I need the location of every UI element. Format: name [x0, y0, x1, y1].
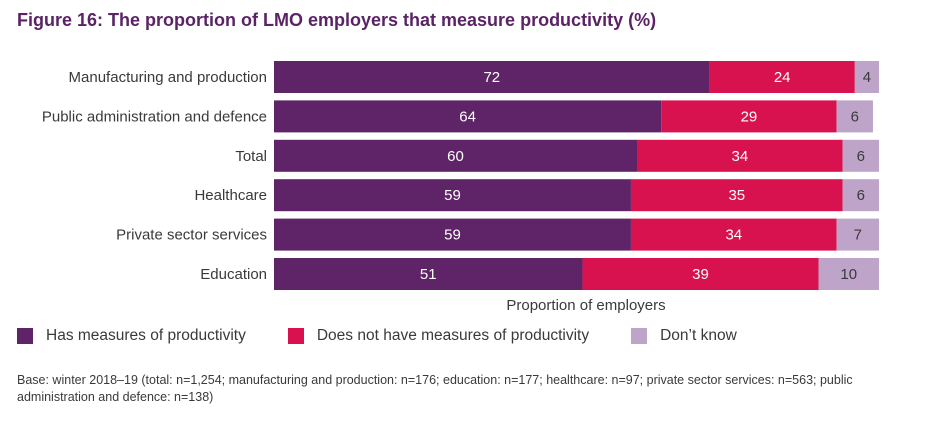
bar-segment-don-t-know-public-administration-and-defence	[836, 100, 873, 133]
stacked-bar-chart: Manufacturing and production 72 24 4 Public …	[42, 61, 879, 314]
category-label-education: Education	[200, 266, 267, 283]
data-label-don-t-know-total: 6	[857, 148, 865, 165]
bar-segment-has-measures-of-productivity-total	[274, 139, 637, 172]
bar-segment-does-not-have-measures-of-productivity-total	[637, 139, 843, 172]
category-label-healthcare: Healthcare	[194, 187, 267, 204]
bar-segment-don-t-know-private-sector-services	[836, 218, 879, 251]
legend-swatch-dont-know	[631, 328, 648, 344]
data-label-does-not-have-measures-of-productivity-private-sector-services: 34	[725, 227, 742, 244]
bar-segment-has-measures-of-productivity-manufacturing-and-production	[274, 61, 710, 93]
data-label-has-measures-of-productivity-manufacturing-and-production: 72	[483, 69, 500, 86]
bar-segment-has-measures-of-productivity-healthcare	[274, 179, 631, 212]
bar-segment-does-not-have-measures-of-productivity-private-sector-services	[630, 218, 837, 251]
data-label-don-t-know-manufacturing-and-production: 4	[863, 69, 871, 86]
data-label-has-measures-of-productivity-public-administration-and-defence: 64	[459, 108, 476, 125]
chart-title: Figure 16: The proportion of LMO employe…	[17, 10, 657, 30]
bar-segment-don-t-know-total	[842, 139, 879, 172]
footnote: Base: winter 2018–19 (total: n=1,254; ma…	[17, 373, 853, 404]
legend-swatch-has-measures	[17, 328, 33, 344]
bars-group: Manufacturing and production 72 24 4 Public …	[42, 61, 879, 290]
legend-item-dont-know: Don’t know	[631, 327, 737, 345]
legend-label-dont-know: Don’t know	[660, 327, 737, 344]
data-label-has-measures-of-productivity-total: 60	[447, 148, 464, 165]
data-label-don-t-know-education: 10	[840, 266, 857, 283]
bar-segment-don-t-know-manufacturing-and-production	[854, 61, 879, 93]
legend: Has measures of productivity Does not ha…	[17, 327, 779, 345]
data-label-has-measures-of-productivity-private-sector-services: 59	[444, 227, 461, 244]
data-label-does-not-have-measures-of-productivity-healthcare: 35	[728, 187, 745, 204]
category-label-private-sector-services: Private sector services	[116, 227, 267, 244]
data-label-don-t-know-public-administration-and-defence: 6	[851, 108, 859, 125]
legend-swatch-no-measures	[287, 328, 304, 344]
legend-label-no-measures: Does not have measures of productivity	[316, 327, 590, 344]
legend-item-no-measures: Does not have measures of productivity	[287, 327, 590, 345]
data-label-don-t-know-private-sector-services: 7	[854, 227, 862, 244]
bar-segment-don-t-know-healthcare	[842, 179, 879, 212]
x-axis-title: Proportion of employers	[506, 297, 665, 314]
data-label-does-not-have-measures-of-productivity-manufacturing-and-production: 24	[774, 69, 791, 86]
data-label-has-measures-of-productivity-healthcare: 59	[444, 187, 461, 204]
legend-label-has-measures: Has measures of productivity	[46, 327, 246, 344]
data-label-does-not-have-measures-of-productivity-education: 39	[692, 266, 709, 283]
bar-segment-does-not-have-measures-of-productivity-public-administration-and-defence	[661, 100, 837, 133]
bar-segment-does-not-have-measures-of-productivity-education	[582, 258, 819, 290]
category-label-public-administration-and-defence: Public administration and defence	[42, 108, 267, 125]
bar-segment-don-t-know-education	[818, 258, 879, 290]
bar-segment-does-not-have-measures-of-productivity-healthcare	[630, 179, 843, 212]
bar-segment-has-measures-of-productivity-education	[274, 258, 583, 290]
category-label-manufacturing-and-production: Manufacturing and production	[69, 69, 267, 86]
data-label-has-measures-of-productivity-education: 51	[420, 266, 437, 283]
data-label-does-not-have-measures-of-productivity-public-administration-and-defence: 29	[741, 108, 758, 125]
bar-segment-does-not-have-measures-of-productivity-manufacturing-and-production	[709, 61, 855, 93]
data-label-don-t-know-healthcare: 6	[857, 187, 865, 204]
bar-segment-has-measures-of-productivity-private-sector-services	[274, 218, 631, 251]
category-label-total: Total	[235, 148, 267, 165]
legend-item-has-measures: Has measures of productivity	[17, 327, 246, 345]
data-label-does-not-have-measures-of-productivity-total: 34	[732, 148, 749, 165]
bar-segment-has-measures-of-productivity-public-administration-and-defence	[274, 100, 662, 133]
